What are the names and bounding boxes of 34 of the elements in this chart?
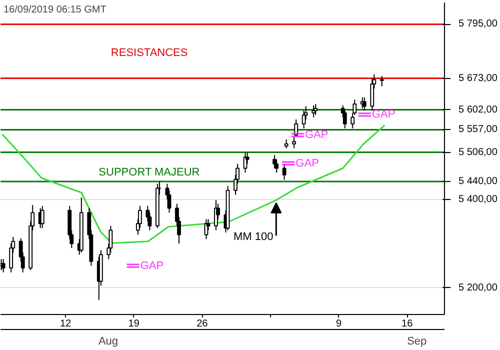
annotation: GAP: [296, 157, 319, 170]
x-tick-label: 26: [196, 318, 208, 330]
x-tick-label: 12: [60, 318, 72, 330]
text: Aug: [98, 336, 118, 348]
candlestick: [380, 76, 384, 87]
x-tick-label: 19: [128, 318, 140, 330]
x-tick-label: 9: [336, 318, 342, 330]
y-tick-label: 5 400,00: [458, 194, 498, 205]
annotation: GAP: [372, 108, 396, 121]
y-tick-label: 5 200,00: [458, 282, 498, 294]
candlestick: [314, 103, 318, 116]
ref-line-label: 5 795,00: [458, 18, 498, 30]
annotation: RESISTANCES: [110, 47, 188, 60]
candlestick: [302, 110, 306, 129]
ref-line-label: 5 602,00: [458, 104, 498, 116]
ref-line-label: 5 557,00: [458, 124, 498, 136]
candlestick: [40, 205, 44, 229]
x-tick-label: 16: [402, 318, 414, 330]
annotation: GAP: [305, 129, 328, 142]
text: Sep: [407, 336, 427, 348]
candlestick: [274, 158, 279, 174]
chart-title: 16/09/2019 06:15 GMT: [4, 4, 106, 16]
annotation: MM 100: [234, 231, 274, 244]
candlestick: [362, 96, 366, 112]
ref-line-label: 5 506,00: [458, 146, 498, 158]
candlestick: [292, 136, 296, 149]
ref-line-label: 5 440,00: [458, 176, 498, 188]
candlestick: [312, 104, 316, 118]
annotation: SUPPORT MAJEUR: [98, 166, 200, 179]
candlestick: [272, 154, 277, 169]
candlestick: [370, 78, 374, 112]
annotation: GAP: [140, 260, 164, 272]
candlestick: [282, 163, 286, 180]
ref-line-label: 5 673,00: [458, 72, 498, 84]
